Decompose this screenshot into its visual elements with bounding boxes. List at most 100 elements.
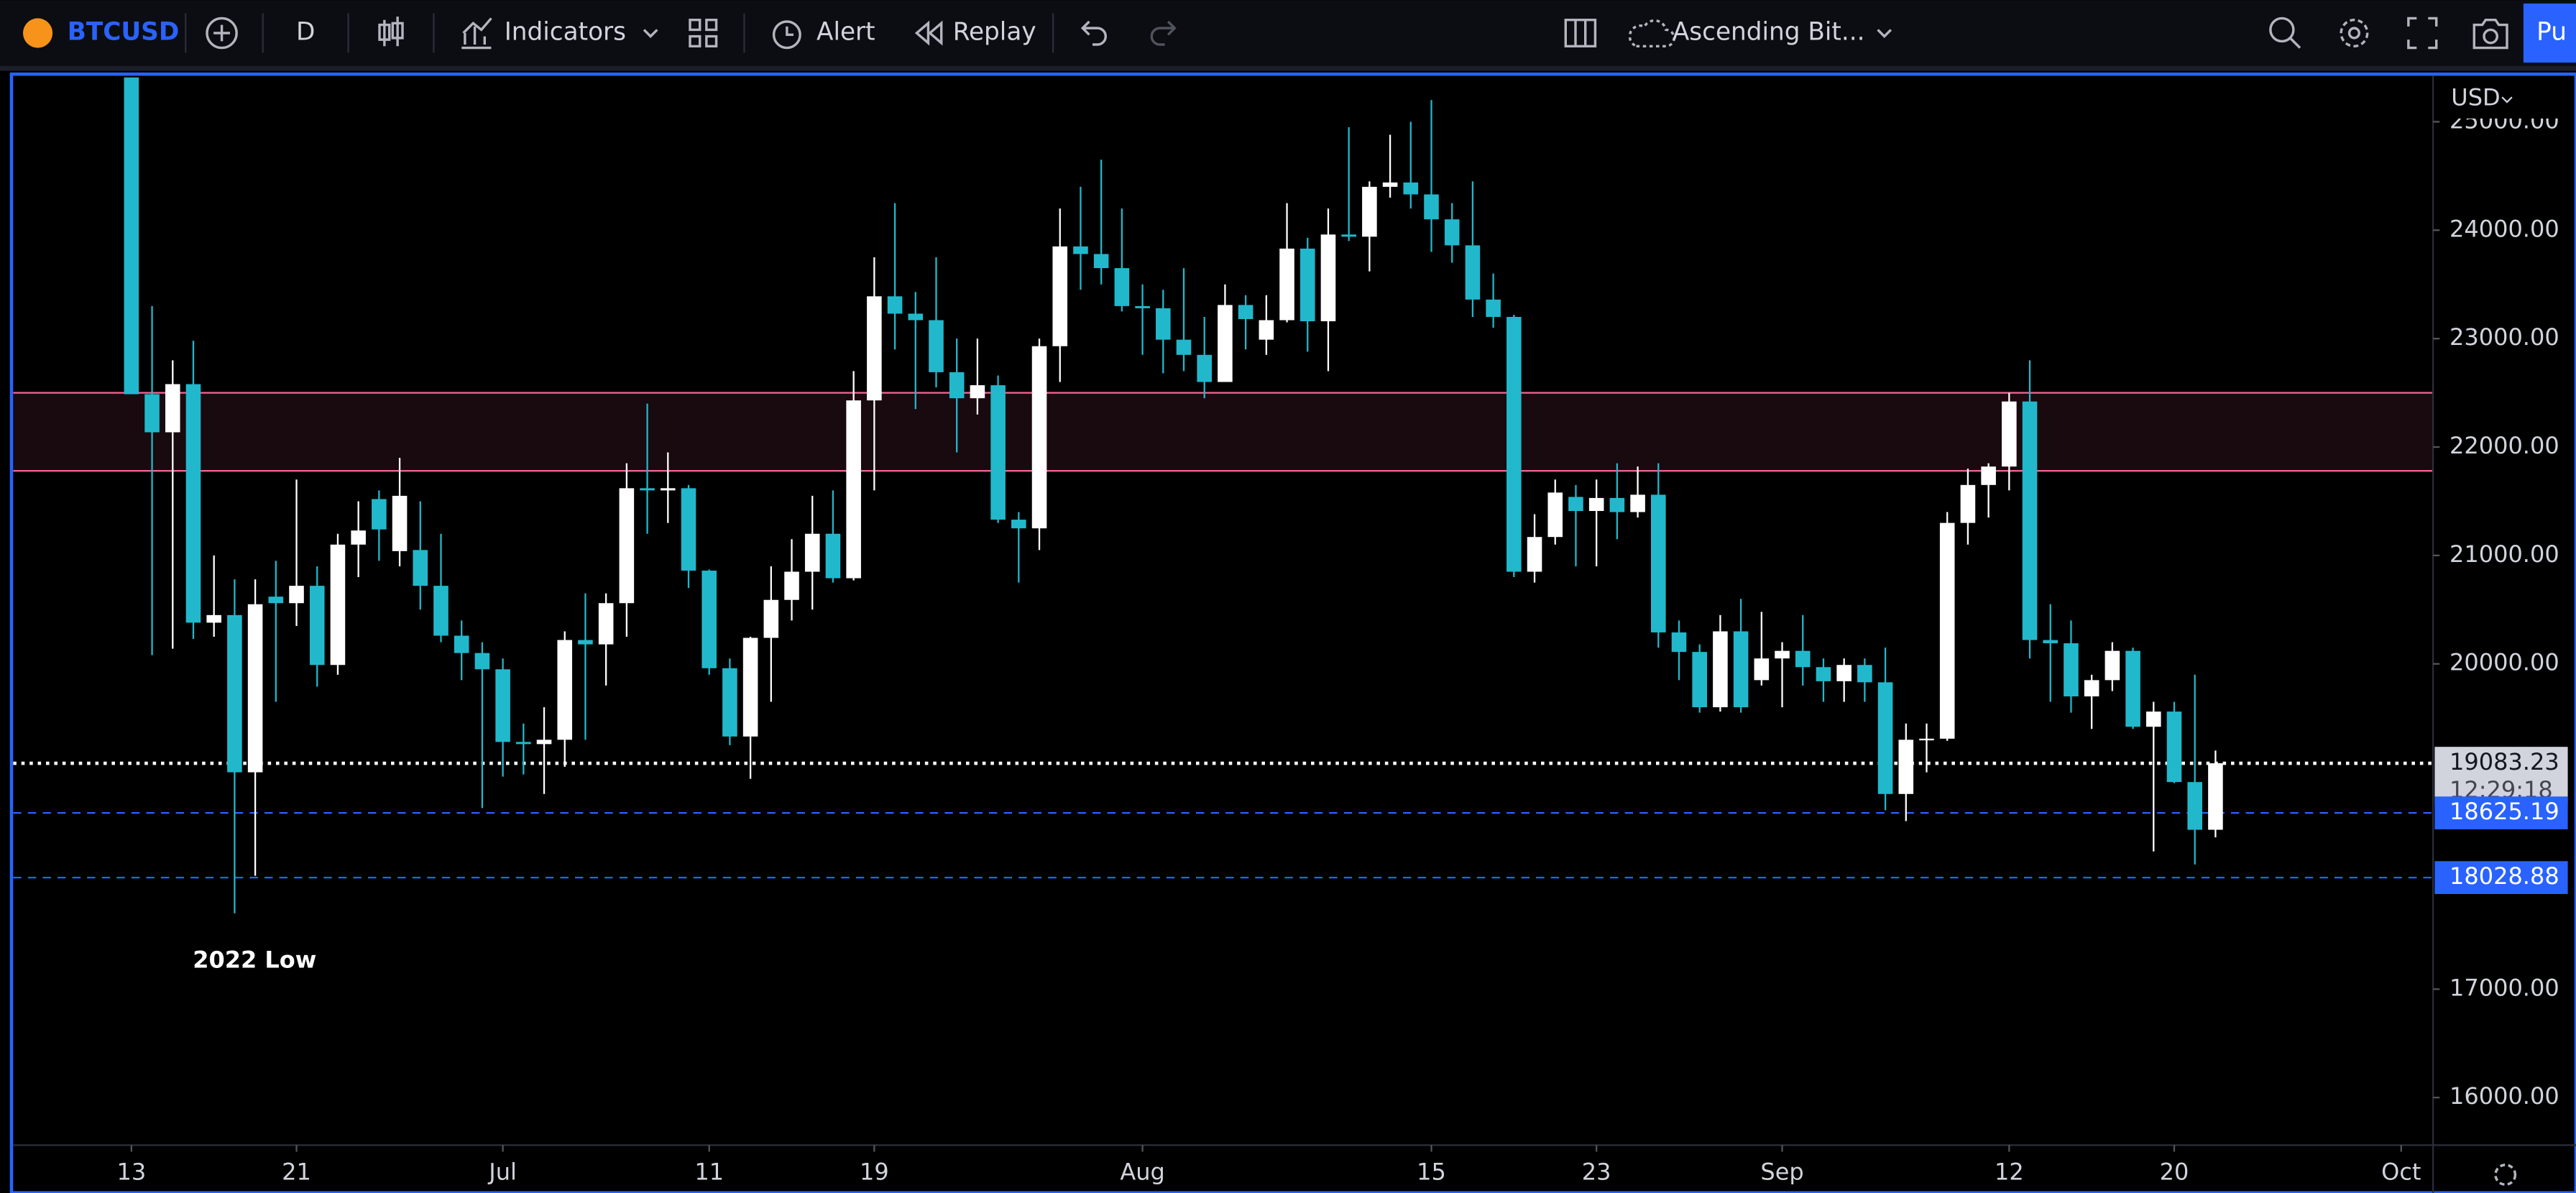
- undo[interactable]: [1080, 20, 1107, 46]
- candle-body: [1816, 667, 1831, 681]
- price-label: 19083.23: [2450, 748, 2559, 775]
- chart-type[interactable]: [378, 17, 404, 47]
- candle-body: [392, 495, 408, 551]
- settings[interactable]: [2340, 18, 2369, 47]
- candle-body: [247, 604, 263, 773]
- publish-button[interactable]: [2523, 3, 2576, 63]
- candle-body: [185, 384, 201, 623]
- candle-body: [1156, 308, 1171, 340]
- currency[interactable]: USD: [2451, 83, 2500, 111]
- interval[interactable]: D: [296, 18, 315, 47]
- candle-body: [763, 599, 779, 638]
- x-tick-label: 15: [1417, 1158, 1446, 1185]
- candle-body: [1651, 494, 1666, 632]
- candle-body: [1630, 494, 1645, 512]
- alert-icon[interactable]: [772, 20, 801, 50]
- candle-body: [681, 488, 696, 571]
- x-tick-label: Oct: [2381, 1158, 2421, 1185]
- currency-chevron[interactable]: [2501, 96, 2513, 103]
- candle-body: [1362, 186, 1377, 237]
- candle-body: [949, 372, 965, 399]
- search[interactable]: [2269, 17, 2295, 43]
- candle-body: [2084, 680, 2099, 697]
- redo[interactable]: [1150, 20, 1177, 46]
- divider: [0, 65, 2576, 71]
- candle-body: [1836, 665, 1852, 681]
- candle-body: [289, 586, 304, 604]
- indicators[interactable]: Indicators: [505, 18, 626, 47]
- y-tick-label: 17000.00: [2450, 974, 2559, 1001]
- lens: [2483, 28, 2498, 45]
- candle-body: [1877, 682, 1893, 794]
- candle-body: [2187, 782, 2202, 830]
- indicators-icon[interactable]: [461, 17, 492, 50]
- alert-hands: [786, 26, 794, 36]
- axis-settings[interactable]: [2494, 1164, 2517, 1186]
- candle-body: [1135, 305, 1150, 308]
- templates[interactable]: [689, 18, 718, 47]
- candle-body: [2125, 650, 2140, 727]
- candle-body: [2022, 401, 2038, 640]
- add-symbol[interactable]: [206, 17, 238, 50]
- candle-body: [990, 385, 1006, 520]
- replay[interactable]: Replay: [953, 18, 1036, 47]
- candle-body: [309, 586, 325, 665]
- x-tick-label: 12: [1995, 1158, 2024, 1185]
- candle-body: [1733, 631, 1749, 708]
- candle-body: [619, 488, 635, 604]
- x-tick-label: Jul: [487, 1158, 517, 1185]
- candle-body: [1093, 254, 1109, 269]
- candle-body: [970, 385, 985, 399]
- layout-name[interactable]: Ascending Bit...: [1673, 18, 1865, 47]
- publish-label[interactable]: Pu: [2536, 18, 2567, 47]
- candle-body: [929, 320, 944, 372]
- x-tick-label: 20: [2160, 1158, 2189, 1185]
- candle-body: [1218, 305, 1233, 382]
- candle-body: [887, 296, 903, 314]
- candle-body: [1775, 650, 1790, 659]
- candle-body: [1960, 484, 1976, 523]
- currency-bg: [2436, 79, 2568, 119]
- candle-body: [846, 400, 861, 579]
- candle-body: [557, 640, 573, 740]
- toolbar: BTCUSD D Indicators Alert Replay Ascendi…: [0, 0, 2576, 66]
- symbol[interactable]: BTCUSD: [68, 18, 180, 47]
- layout[interactable]: [1564, 18, 1597, 47]
- candle-body: [640, 488, 655, 491]
- x-tick-label: 13: [116, 1158, 146, 1185]
- zone: [13, 392, 2434, 471]
- candle-body: [330, 544, 346, 665]
- candle-body: [454, 635, 469, 653]
- candle-body: [598, 603, 614, 645]
- alert[interactable]: Alert: [816, 18, 875, 47]
- chevron[interactable]: [643, 29, 658, 38]
- candle-body: [1609, 497, 1625, 512]
- y-tick-label: 23000.00: [2450, 323, 2559, 351]
- replay-icon[interactable]: [914, 20, 943, 46]
- x-tick-label: 11: [694, 1158, 724, 1185]
- cloud-icon[interactable]: [1628, 19, 1675, 47]
- screenshot-icon[interactable]: [2472, 18, 2508, 50]
- y-tick-label: 24000.00: [2450, 215, 2559, 242]
- candle-body: [1238, 305, 1254, 319]
- x-tick-label: 23: [1582, 1158, 1611, 1185]
- candle-body: [1547, 492, 1563, 538]
- price-label-bg: [2434, 747, 2568, 806]
- toolbar-bg: [0, 0, 2576, 66]
- candle-body: [1176, 339, 1192, 355]
- candle-body: [1279, 248, 1294, 321]
- candle-body: [516, 742, 531, 745]
- x-tick-label: Sep: [1760, 1158, 1803, 1185]
- candle-body: [206, 614, 221, 623]
- candle-body: [702, 570, 717, 668]
- symbol-icon[interactable]: [23, 18, 53, 48]
- fullscreen[interactable]: [2407, 17, 2438, 50]
- candle-body: [2146, 711, 2161, 727]
- x-tick-label: Aug: [1120, 1158, 1164, 1185]
- x-tick-label: 21: [282, 1158, 311, 1185]
- axes: 16000.00 17000.00 20000.00 21000.00 22000.00…: [116, 106, 2568, 1185]
- candle-body: [351, 530, 366, 545]
- chevron[interactable]: [1877, 29, 1892, 38]
